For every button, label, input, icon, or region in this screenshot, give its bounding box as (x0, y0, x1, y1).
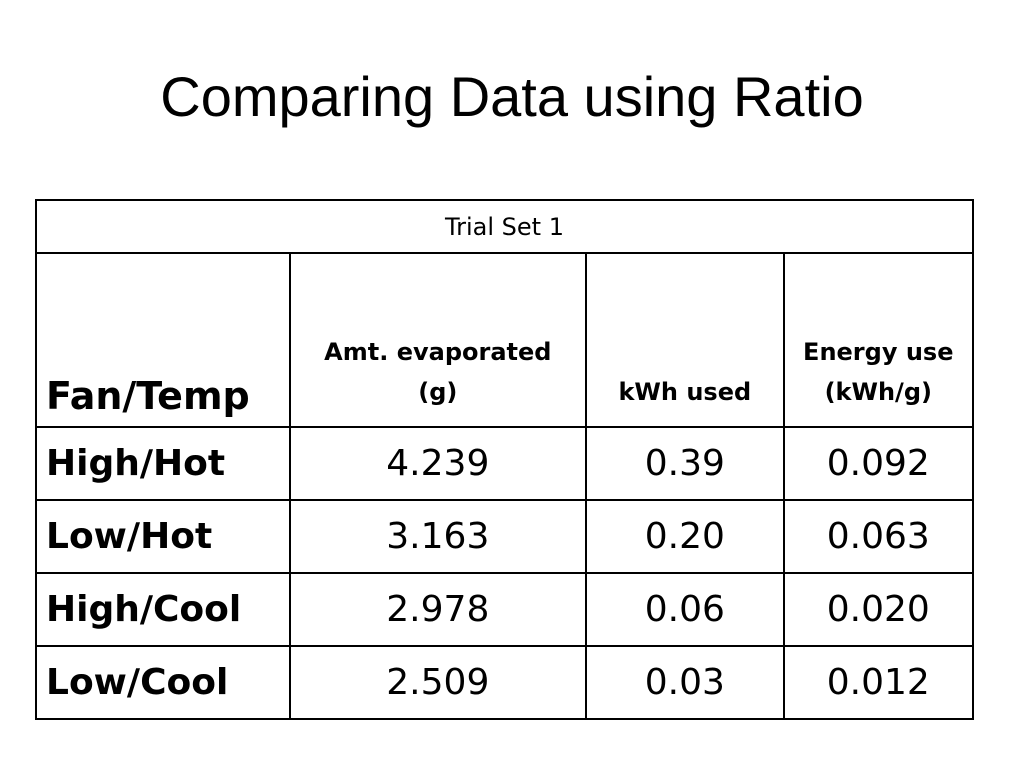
table-row: High/Hot 4.239 0.39 0.092 (35, 426, 975, 501)
column-header-label: Fan/Temp (46, 374, 250, 418)
row-label: Low/Cool (35, 645, 291, 720)
column-header-kwh: kWh used (585, 252, 785, 428)
energy-cell: 0.063 (782, 499, 975, 574)
energy-cell: 0.020 (782, 572, 975, 647)
column-header-amount: Amt. evaporated (g) (288, 252, 588, 428)
column-header-label: kWh used (618, 378, 752, 406)
row-label: Low/Hot (35, 499, 291, 574)
caption-row: Trial Set 1 (35, 199, 974, 254)
column-header-energy: Energy use (kWh/g) (782, 252, 975, 428)
amount-cell: 2.509 (288, 645, 588, 720)
table-row: Low/Cool 2.509 0.03 0.012 (35, 645, 975, 720)
energy-cell: 0.012 (782, 645, 975, 720)
kwh-cell: 0.20 (585, 499, 785, 574)
kwh-cell: 0.03 (585, 645, 785, 720)
header-row: Fan/Temp Amt. evaporated (g) kWh used En… (35, 252, 975, 428)
energy-cell: 0.092 (782, 426, 975, 501)
column-header-label: Amt. evaporated (324, 338, 552, 366)
column-header-fan-temp: Fan/Temp (35, 252, 291, 428)
amount-cell: 3.163 (288, 499, 588, 574)
column-header-unit: (g) (418, 378, 458, 406)
column-header-label: Energy use (803, 338, 954, 366)
row-label: High/Cool (35, 572, 291, 647)
kwh-cell: 0.06 (585, 572, 785, 647)
row-label: High/Hot (35, 426, 291, 501)
amount-cell: 4.239 (288, 426, 588, 501)
table-caption: Trial Set 1 (35, 199, 974, 254)
amount-cell: 2.978 (288, 572, 588, 647)
data-table: Trial Set 1 Fan/Temp Amt. evaporated (g)… (35, 199, 975, 720)
kwh-cell: 0.39 (585, 426, 785, 501)
table-row: High/Cool 2.978 0.06 0.020 (35, 572, 975, 647)
slide-title: Comparing Data using Ratio (160, 65, 864, 128)
column-header-unit: (kWh/g) (824, 378, 932, 406)
table-row: Low/Hot 3.163 0.20 0.063 (35, 499, 975, 574)
